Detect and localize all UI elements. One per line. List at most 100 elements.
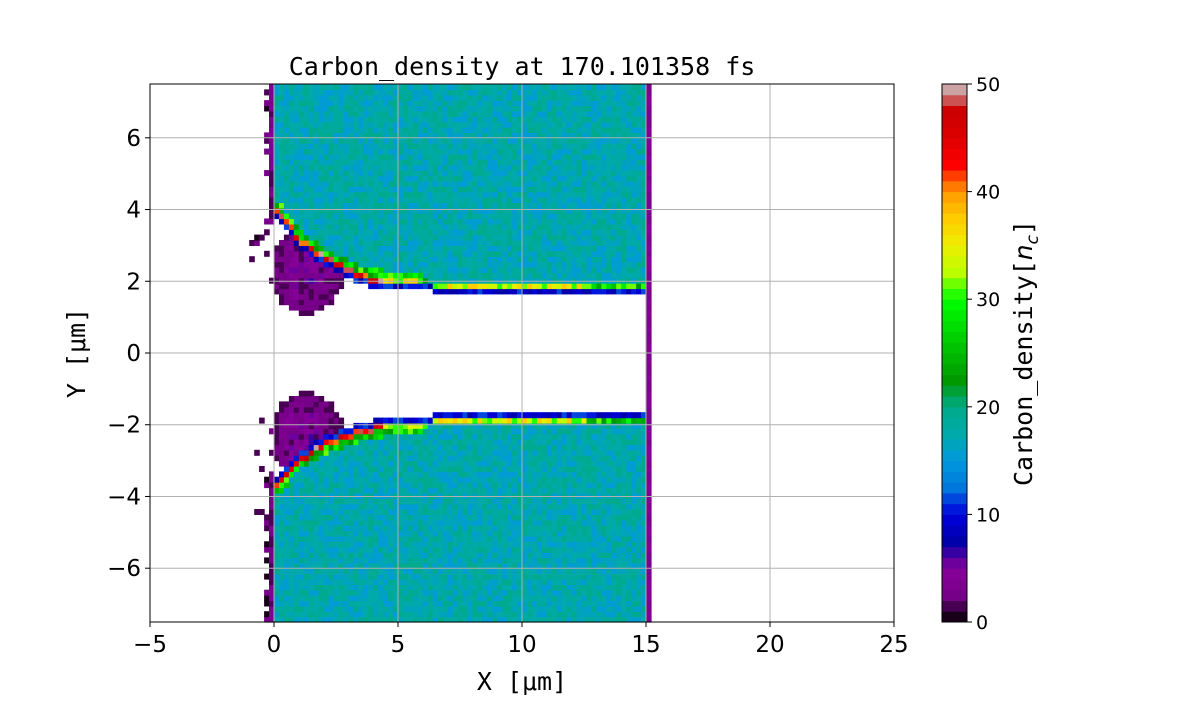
density-cell [512,541,518,548]
density-cell [512,412,518,419]
density-cell [581,546,588,553]
density-cell [541,89,548,96]
density-cell [288,240,295,246]
density-cell [452,94,459,101]
density-cell [536,132,543,139]
density-cell [378,89,384,96]
density-cell [363,175,369,182]
density-cell [333,245,340,252]
density-cell [472,584,478,591]
density-cell [264,595,270,602]
density-cell [437,509,444,515]
density-cell [363,428,369,435]
density-cell [566,84,573,90]
density-cell [502,573,508,580]
density-cell [467,234,473,241]
density-cell [333,552,340,559]
density-cell [422,223,429,230]
density-cell [383,148,389,155]
density-cell [383,234,389,241]
density-cell [522,218,528,225]
density-cell [393,589,399,596]
density-cell [546,277,553,284]
density-cell [318,562,325,569]
density-cell [293,266,300,273]
density-cell [517,492,523,499]
density-cell [373,175,379,182]
density-cell [512,100,518,107]
density-cell [328,100,335,107]
density-cell [318,471,325,478]
density-cell [318,100,325,107]
density-cell [576,186,583,193]
density-cell [551,245,558,252]
density-cell [472,412,478,419]
density-cell [487,579,493,585]
density-cell [442,557,449,564]
density-cell [403,498,409,505]
density-cell [502,240,508,246]
density-cell [546,439,553,446]
density-cell [487,116,493,123]
density-cell [328,234,335,241]
density-cell [353,616,359,623]
density-cell [527,428,533,435]
density-cell [293,94,300,101]
density-cell [279,476,285,483]
density-cell [522,261,528,268]
density-cell [388,223,394,230]
density-cell [556,546,563,553]
density-cell [373,611,379,618]
density-cell [264,482,270,489]
density-cell [264,476,270,483]
density-cell [497,595,503,602]
density-cell [378,197,384,203]
density-cell [412,223,419,230]
density-cell [531,153,538,160]
density-cell [437,589,444,596]
density-cell [308,487,315,494]
density-cell [388,207,394,214]
density-cell [437,170,444,177]
density-cell [571,250,578,257]
density-cell [531,218,538,225]
density-cell [293,127,300,133]
density-cell [403,611,409,618]
density-cell [348,433,354,440]
density-cell [333,283,340,290]
density-cell [457,449,464,456]
density-cell [378,170,384,177]
density-cell [383,525,389,532]
density-cell [531,84,538,90]
density-cell [571,127,578,133]
density-cell [541,223,548,230]
density-cell [566,546,573,553]
density-cell [303,250,310,257]
density-cell [378,202,384,209]
density-cell [566,234,573,241]
density-cell [427,175,434,182]
density-cell [581,584,588,591]
density-cell [531,266,538,273]
density-cell [403,153,409,160]
density-cell [536,121,543,128]
density-cell [373,557,379,564]
density-cell [482,498,488,505]
density-cell [298,121,305,128]
density-cell [437,105,444,112]
density-cell [283,207,290,214]
density-cell [269,153,275,160]
density-cell [447,600,454,607]
density-cell [517,449,523,456]
density-cell [348,245,354,252]
density-cell [576,600,583,607]
density-cell [432,283,439,290]
density-cell [378,153,384,160]
density-cell [432,460,439,467]
density-cell [358,455,364,462]
density-cell [482,422,488,429]
density-cell [546,153,553,160]
density-cell [546,197,553,203]
density-cell [343,197,349,203]
density-cell [328,153,335,160]
